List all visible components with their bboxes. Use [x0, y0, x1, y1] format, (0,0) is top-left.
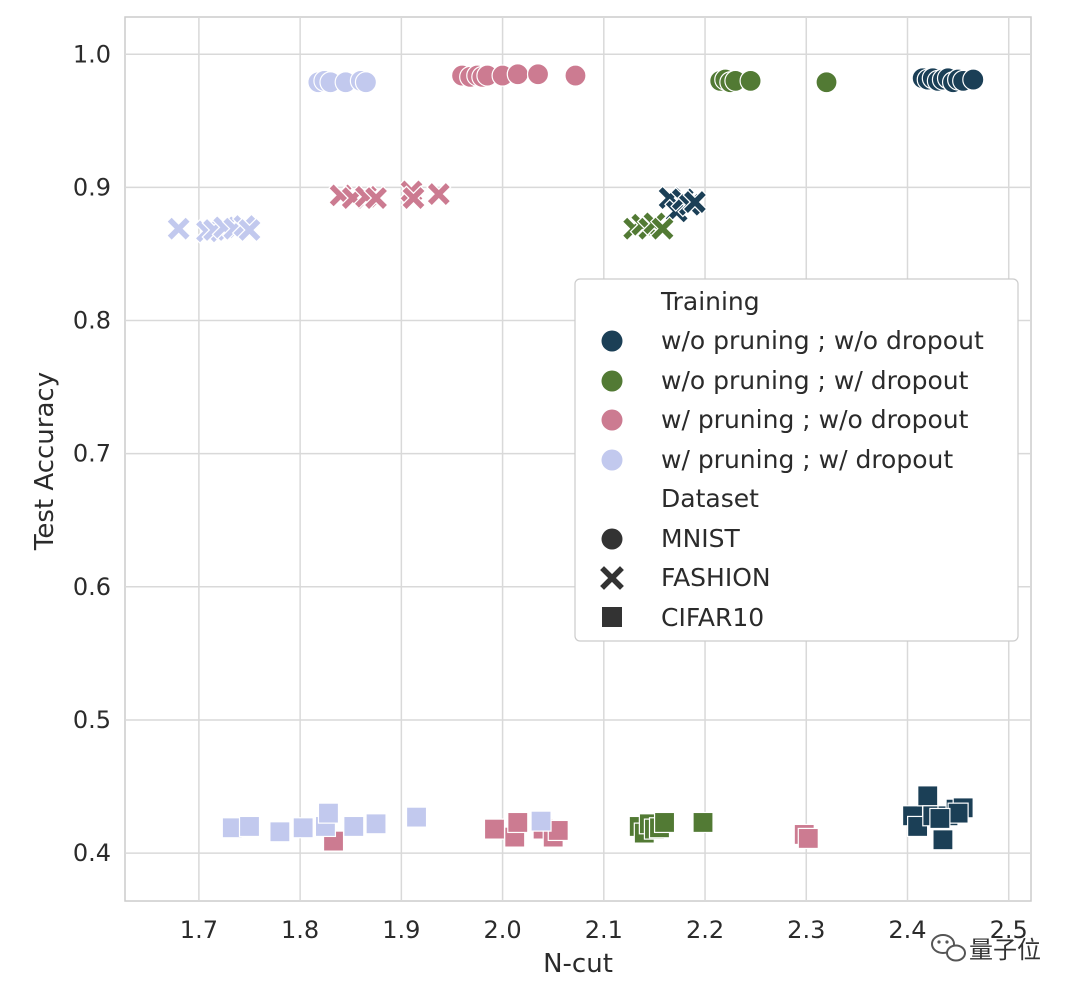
data-point-mnist	[962, 68, 985, 91]
x-tick-label: 1.7	[180, 916, 218, 944]
legend-label-hue-1: w/o pruning ; w/ dropout	[661, 366, 969, 395]
data-point-cifar10	[365, 813, 387, 835]
legend-title-training: Training	[660, 287, 760, 316]
data-point-mnist	[506, 63, 529, 86]
y-tick-labels: 0.4 0.5 0.6 0.7 0.8 0.9 1.0	[73, 40, 111, 867]
data-point-cifar10	[292, 817, 314, 839]
legend-label-mnist: MNIST	[661, 524, 741, 553]
data-point-cifar10	[932, 829, 954, 851]
data-point-cifar10	[343, 815, 365, 838]
wechat-icon	[931, 934, 966, 962]
x-tick-label: 2.5	[990, 916, 1028, 944]
data-point-fashion	[165, 216, 192, 242]
data-point-cifar10	[405, 806, 428, 828]
x-tick-label: 1.8	[281, 916, 319, 944]
legend-marker-fashion	[600, 566, 624, 590]
data-point-fashion	[682, 189, 708, 215]
data-point-mnist	[354, 71, 378, 94]
y-tick-label: 0.8	[73, 307, 111, 335]
legend-label-hue-0: w/o pruning ; w/o dropout	[661, 326, 984, 355]
data-points	[165, 63, 985, 852]
y-axis-label: Test Accuracy	[30, 372, 60, 551]
y-tick-label: 1.0	[73, 40, 111, 68]
legend-label-hue-2: w/ pruning ; w/o dropout	[661, 405, 969, 434]
data-point-cifar10	[917, 785, 939, 807]
y-tick-label: 0.5	[73, 706, 111, 734]
x-tick-label: 2.2	[686, 916, 724, 944]
data-point-cifar10	[238, 815, 261, 838]
data-point-cifar10	[797, 827, 819, 850]
y-tick-label: 0.9	[73, 173, 111, 201]
legend-marker-hue-2	[601, 409, 623, 431]
legend: Training w/o pruning ; w/o dropout w/o p…	[574, 278, 1019, 642]
data-point-fashion	[400, 185, 427, 211]
y-tick-label: 0.6	[73, 573, 111, 601]
legend-title-dataset: Dataset	[661, 484, 759, 513]
legend-marker-mnist	[601, 528, 623, 550]
legend-marker-hue-3	[601, 449, 623, 471]
data-point-fashion	[649, 216, 676, 242]
x-tick-label: 2.1	[585, 916, 623, 944]
x-tick-labels: 1.7 1.8 1.9 2.0 2.1 2.2 2.3 2.4 2.5	[180, 916, 1028, 944]
data-point-mnist	[739, 69, 762, 93]
data-point-cifar10	[507, 811, 529, 834]
watermark: 量子位	[931, 934, 1041, 964]
legend-label-fashion: FASHION	[661, 563, 771, 592]
data-point-mnist	[815, 71, 838, 94]
legend-label-cifar10: CIFAR10	[661, 603, 764, 632]
x-tick-label: 2.3	[787, 916, 825, 944]
data-point-mnist	[526, 63, 550, 86]
y-tick-label: 0.4	[73, 839, 111, 867]
data-point-cifar10	[653, 811, 676, 834]
data-point-cifar10	[483, 818, 506, 840]
legend-marker-hue-1	[601, 370, 623, 392]
data-point-fashion	[363, 185, 389, 211]
data-point-fashion	[426, 181, 452, 207]
y-tick-label: 0.7	[73, 440, 111, 468]
data-point-cifar10	[692, 811, 714, 834]
data-point-cifar10	[947, 802, 969, 824]
data-point-cifar10	[317, 802, 340, 824]
data-point-fashion	[236, 217, 263, 243]
data-point-cifar10	[530, 810, 552, 832]
watermark-text: 量子位	[969, 936, 1041, 964]
data-point-cifar10	[929, 807, 951, 830]
x-tick-label: 1.9	[382, 916, 420, 944]
x-axis-label: N-cut	[543, 949, 613, 979]
data-point-cifar10	[269, 821, 291, 843]
legend-box	[574, 278, 1019, 642]
legend-label-hue-3: w/ pruning ; w/ dropout	[661, 445, 953, 474]
data-point-mnist	[564, 64, 587, 87]
legend-marker-hue-0	[601, 330, 623, 352]
legend-marker-cifar10	[602, 607, 622, 627]
x-tick-label: 2.0	[483, 916, 521, 944]
x-tick-label: 2.4	[888, 916, 926, 944]
